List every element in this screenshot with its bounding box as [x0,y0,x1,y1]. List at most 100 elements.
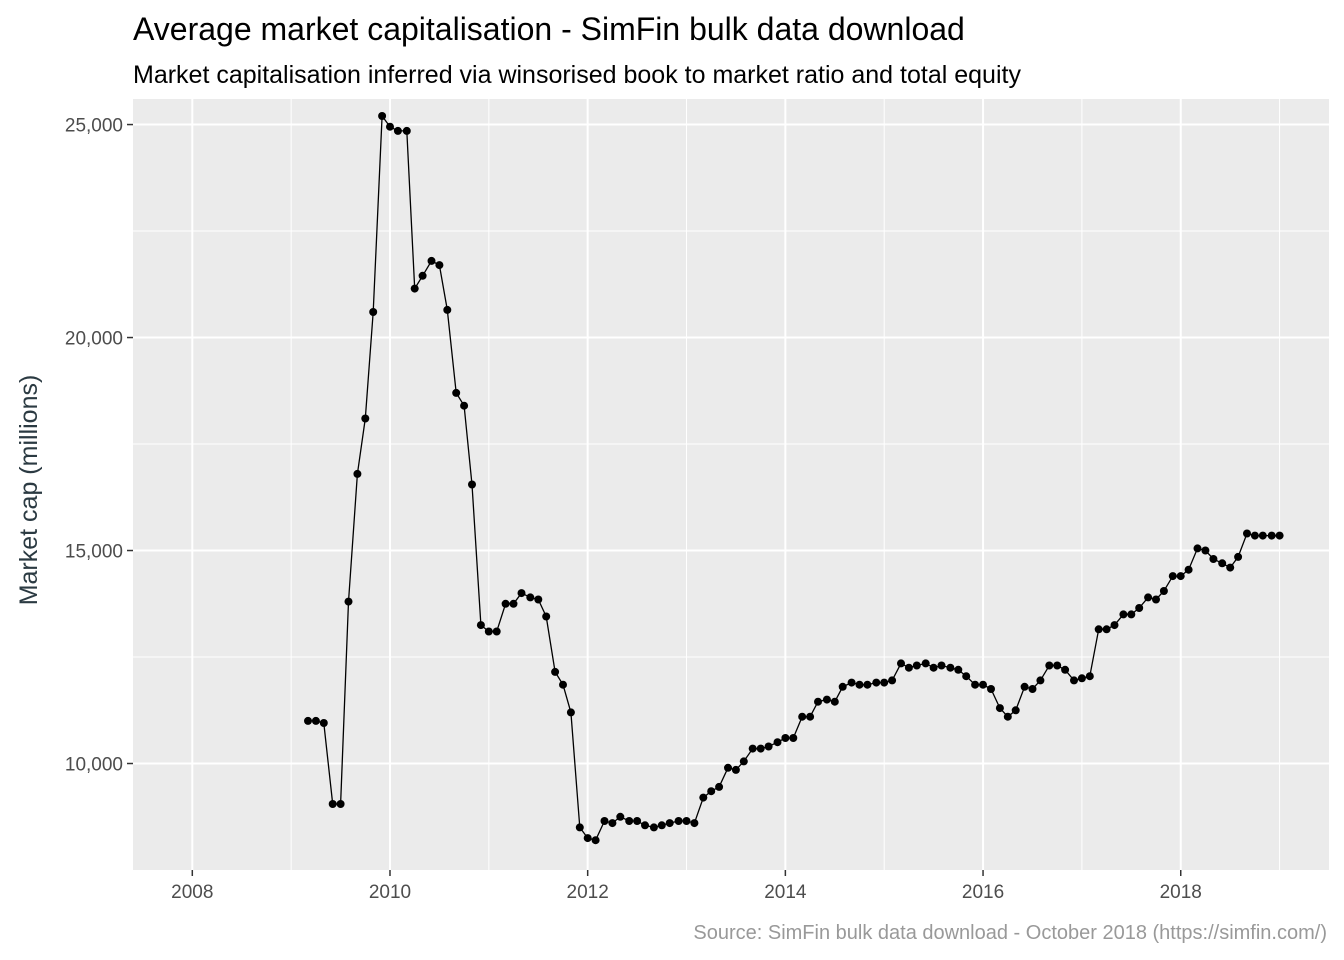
data-point [501,599,510,608]
data-point [971,680,980,689]
data-point [847,678,856,687]
data-point [690,819,699,828]
data-point [608,819,617,828]
data-point [517,589,526,598]
data-point [641,821,649,830]
data-point [904,663,913,672]
data-point [921,659,930,668]
data-point [1077,674,1086,683]
data-point [566,708,575,717]
data-point [657,821,666,830]
data-point [369,308,378,316]
data-point [699,793,708,802]
data-point [888,676,897,685]
data-point [954,665,963,674]
chart-title: Average market capitalisation - SimFin b… [133,11,965,47]
data-point [1267,531,1276,540]
y-tick-label: 20,000 [65,329,123,350]
data-point [806,712,815,721]
data-point [476,621,485,630]
data-point [863,680,872,689]
data-point [583,834,592,843]
data-point [912,661,921,670]
data-point [1036,676,1045,685]
x-tick-label: 2014 [764,882,807,903]
data-point [492,627,501,636]
data-point [1003,712,1012,721]
data-point [830,697,839,706]
data-point [1127,610,1136,619]
data-point [897,659,905,668]
data-point [633,817,642,825]
data-point [1011,706,1020,715]
data-point [452,388,461,397]
plot-panel [133,99,1329,870]
data-point [781,734,790,742]
data-point [1119,610,1128,619]
data-point [1176,572,1185,581]
y-axis-title: Market cap (millions) [15,375,43,606]
data-point [378,112,387,120]
data-point [427,256,436,265]
data-point [1028,685,1037,693]
data-point [1275,531,1284,540]
y-axis-ticks: 10,000 15,000 20,000 25,000 [65,116,133,776]
data-point [410,284,419,293]
chart-subtitle: Market capitalisation inferred via winso… [133,61,1021,89]
data-point [822,695,831,704]
x-tick-label: 2018 [1160,882,1202,903]
chart-caption: Source: SimFin bulk data download - Octo… [693,922,1327,944]
data-point [1201,546,1210,555]
data-point [1144,593,1153,602]
data-point [559,680,567,689]
data-point [880,678,889,687]
data-point [328,800,337,808]
data-point [756,744,765,753]
data-point [311,716,320,725]
data-point [1193,544,1202,553]
data-point [625,817,634,825]
data-point [707,787,716,796]
y-tick-label: 15,000 [65,542,123,563]
major-gridlines [133,99,1329,870]
data-point [1135,604,1144,612]
data-point [929,663,938,672]
data-point [748,744,757,753]
data-point [789,734,798,742]
data-point [674,817,683,825]
data-point [468,480,476,489]
data-point [1020,682,1029,691]
x-tick-label: 2010 [369,882,411,903]
data-point [1061,665,1070,674]
data-point [1085,672,1094,681]
data-point [1243,529,1251,538]
data-point [526,593,535,602]
data-point [682,817,691,825]
data-point [1250,531,1259,540]
data-point [484,627,493,636]
data-points [304,112,1284,845]
data-point [460,401,469,410]
data-point [838,682,847,691]
data-point [361,414,370,423]
x-tick-label: 2016 [962,882,1004,903]
data-point [1070,676,1078,685]
data-point [1159,587,1168,595]
data-point [731,765,740,774]
data-point [393,126,402,135]
data-point [987,685,995,693]
data-point [872,678,881,687]
data-point [443,305,452,314]
data-point [1110,621,1119,630]
data-point [1234,552,1243,561]
y-tick-label: 10,000 [65,755,123,776]
data-point [764,742,773,751]
data-point [649,823,658,832]
data-point [1209,555,1218,563]
data-point [724,763,732,772]
data-point [1102,625,1111,634]
data-point [616,812,625,821]
data-point [739,757,748,766]
y-tick-label: 25,000 [65,116,123,137]
